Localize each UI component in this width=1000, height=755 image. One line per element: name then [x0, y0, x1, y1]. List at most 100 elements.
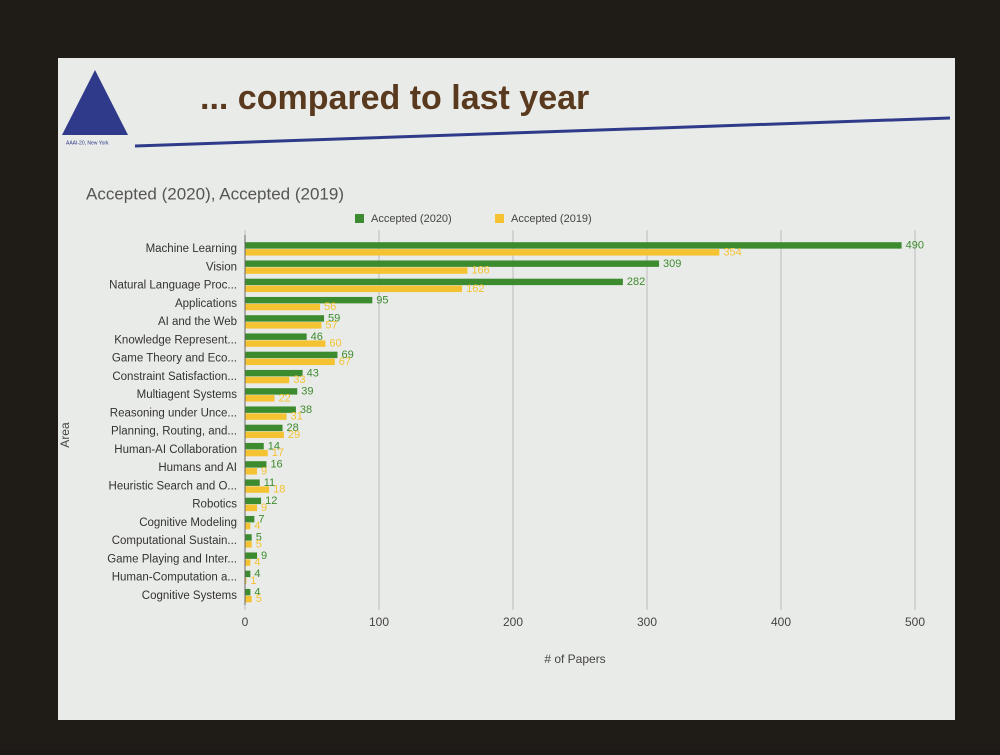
bar	[245, 559, 251, 566]
data-label: 309	[663, 258, 681, 270]
data-label: 59	[328, 313, 340, 325]
data-label: 22	[278, 392, 290, 404]
y-tick-label: Constraint Satisfaction...	[112, 371, 237, 383]
y-tick-label: AI and the Web	[158, 316, 237, 328]
legend-label: Accepted (2019)	[511, 213, 592, 225]
data-label: 33	[293, 374, 305, 386]
chart-title: Accepted (2020), Accepted (2019)	[86, 184, 344, 203]
x-tick-label: 100	[369, 615, 389, 629]
legend-swatch	[495, 214, 504, 223]
data-label: 57	[325, 319, 337, 331]
bar	[245, 552, 258, 559]
bar	[245, 504, 258, 512]
data-label: 4	[254, 520, 260, 532]
data-label: 5	[256, 593, 262, 605]
data-label: 29	[288, 429, 300, 441]
data-label: 39	[301, 386, 313, 398]
y-tick-label: Human-Computation a...	[112, 572, 237, 584]
slide	[58, 58, 955, 720]
x-tick-label: 400	[771, 615, 791, 629]
bar	[245, 497, 262, 505]
bar	[245, 515, 255, 523]
legend-label: Accepted (2020)	[371, 213, 452, 225]
data-label: 14	[268, 440, 280, 452]
bar	[245, 522, 251, 530]
bar	[245, 395, 275, 402]
bar	[245, 534, 252, 541]
y-tick-label: Multiagent Systems	[137, 389, 238, 401]
data-label: 17	[272, 447, 284, 459]
logo	[62, 70, 128, 135]
bar	[245, 413, 287, 420]
y-tick-label: Knowledge Represent...	[114, 334, 237, 346]
bar	[245, 588, 251, 596]
data-label: 16	[270, 459, 282, 471]
bar	[245, 303, 321, 311]
data-label: 60	[329, 338, 341, 350]
bar	[245, 315, 325, 322]
bar	[245, 431, 284, 439]
title-rule	[134, 116, 951, 148]
data-label: 12	[265, 495, 277, 507]
data-label: 4	[254, 568, 260, 580]
data-label: 7	[258, 513, 264, 525]
data-label: 56	[324, 301, 336, 313]
y-axis-label: Area	[58, 422, 72, 448]
data-label: 18	[273, 484, 285, 496]
bar	[245, 351, 338, 359]
y-tick-label: Applications	[175, 298, 237, 310]
data-label: 67	[339, 356, 351, 368]
bar	[245, 322, 322, 329]
data-label: 4	[254, 557, 260, 569]
bar	[245, 260, 660, 267]
y-tick-label: Machine Learning	[146, 243, 237, 255]
y-tick-label: Heuristic Search and O...	[109, 480, 237, 492]
x-tick-label: 300	[637, 615, 657, 629]
y-tick-label: Game Playing and Inter...	[107, 553, 237, 565]
y-tick-label: Planning, Routing, and...	[111, 426, 237, 438]
data-label: 31	[291, 411, 303, 423]
data-label: 1	[250, 575, 256, 587]
data-label: 490	[906, 240, 924, 252]
data-label: 4	[254, 586, 260, 598]
bar	[245, 424, 283, 432]
bar	[245, 595, 252, 603]
y-tick-label: Cognitive Systems	[142, 590, 237, 602]
y-tick-label: Human-AI Collaboration	[114, 444, 237, 456]
bar	[245, 333, 307, 340]
bar	[245, 461, 267, 468]
y-tick-label: Game Theory and Eco...	[112, 353, 237, 365]
data-label: 166	[471, 265, 489, 277]
bar	[245, 296, 373, 304]
x-axis-label: # of Papers	[544, 652, 605, 666]
bar	[245, 358, 335, 366]
data-label: 9	[261, 550, 267, 562]
y-tick-label: Vision	[206, 261, 237, 273]
x-tick-label: 0	[242, 615, 249, 629]
bar	[245, 570, 251, 578]
bar	[245, 369, 303, 377]
bar	[245, 376, 290, 384]
data-label: 9	[261, 465, 267, 477]
logo-text: AAAI-20, New York	[66, 140, 109, 146]
bar	[245, 278, 623, 286]
data-label: 354	[723, 246, 741, 258]
slide-title: ... compared to last year	[200, 79, 589, 117]
data-label: 28	[287, 422, 299, 434]
legend-swatch	[355, 214, 364, 223]
data-label: 9	[261, 502, 267, 514]
data-label: 43	[307, 367, 319, 379]
y-tick-label: Humans and AI	[158, 462, 237, 474]
data-label: 46	[311, 331, 323, 343]
data-label: 38	[300, 404, 312, 416]
bar	[245, 577, 247, 585]
data-label: 69	[341, 349, 353, 361]
bar	[245, 468, 258, 475]
data-label: 5	[256, 532, 262, 544]
bar	[245, 479, 260, 486]
bar	[245, 242, 902, 249]
data-label: 11	[264, 477, 275, 489]
bar	[245, 449, 268, 457]
